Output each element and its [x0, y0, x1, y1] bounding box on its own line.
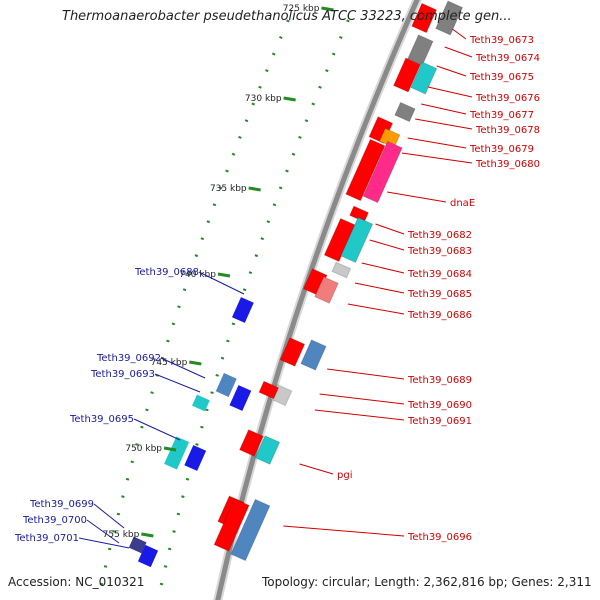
gene-block-right [410, 61, 438, 95]
gene-label-left: Teth39_0701 [14, 533, 79, 544]
gene-block-right [300, 339, 327, 371]
gene-block-left [192, 394, 210, 412]
label-leader [154, 373, 201, 393]
label-leader [361, 262, 405, 274]
gene-block-right [314, 276, 339, 304]
scale-tick [248, 186, 261, 192]
gene-label-left: Teth39_0692 [96, 353, 161, 364]
gene-label-right: Teth39_0673 [469, 35, 534, 46]
gene-block-left [229, 385, 252, 411]
gene-label-right: Teth39_0678 [475, 125, 540, 136]
gene-block-right [340, 216, 374, 264]
gene-label-left: Teth39_0688 [134, 267, 199, 278]
label-leader [299, 463, 334, 475]
label-leader [444, 46, 473, 58]
gene-label-left: Teth39_0699 [29, 499, 94, 510]
gene-label-right: Teth39_0691 [407, 416, 472, 427]
gene-block-right [411, 2, 438, 34]
gene-block-right [392, 57, 422, 93]
scale-tick-label: 740 kbp [179, 270, 216, 280]
label-leader [319, 393, 405, 405]
gene-label-right: Teth39_0682 [407, 230, 472, 241]
topology-label: Topology: circular; Length: 2,362,816 bp… [262, 575, 592, 589]
label-leader [427, 86, 473, 98]
gene-label-right: Teth39_0683 [407, 246, 472, 257]
scale-tick [283, 96, 296, 102]
scale-tick [189, 360, 202, 366]
gene-block-right [279, 337, 306, 367]
gene-label-right: Teth39_0674 [475, 53, 540, 64]
scale-tick [141, 532, 154, 538]
scale-tick-label: 725 kbp [283, 4, 320, 14]
gene-block-left [232, 297, 254, 323]
gene-block-right [238, 429, 264, 457]
gene-block-right [331, 261, 352, 279]
gene-block-left [164, 436, 190, 470]
gene-block-right [345, 138, 386, 202]
label-leader [86, 519, 120, 544]
scale-tick-label: 755 kbp [103, 530, 140, 540]
gene-block-left [184, 445, 207, 471]
scale-tick-label: 730 kbp [245, 94, 282, 104]
label-leader [436, 65, 467, 77]
gene-label-right: Teth39_0696 [407, 532, 472, 543]
gene-label-right: Teth39_0680 [475, 159, 540, 170]
gene-label-right: Teth39_0676 [475, 93, 540, 104]
label-leader [354, 282, 405, 294]
gene-block-right [362, 140, 403, 204]
map-title: Thermoanaerobacter pseudethanolicus ATCC… [62, 9, 512, 24]
gene-label-left: Teth39_0693 [90, 369, 155, 380]
label-leader [407, 137, 467, 149]
label-leader [347, 303, 405, 315]
label-leader [93, 503, 125, 529]
scale-tick-label: 750 kbp [125, 444, 162, 454]
gene-block-right [230, 498, 271, 562]
gene-label-right: dnaE [450, 198, 475, 209]
gene-block-left [137, 544, 159, 568]
gene-block-right [435, 0, 464, 36]
gene-label-right: Teth39_0684 [407, 269, 472, 280]
gene-label-right: Teth39_0689 [407, 375, 472, 386]
gene-block-right [407, 34, 434, 66]
label-leader [78, 537, 130, 549]
gene-label-left: Teth39_0700 [22, 515, 87, 526]
label-leader [327, 368, 405, 380]
gene-block-right [394, 101, 416, 123]
gene-block-left [215, 373, 237, 397]
scale-tick [163, 446, 177, 452]
scale-tick [321, 6, 334, 12]
gene-label-right: Teth39_0685 [407, 289, 472, 300]
gene-label-right: pgi [337, 470, 352, 481]
gene-label-right: Teth39_0677 [469, 110, 534, 121]
scale-tick [217, 272, 231, 278]
accession-label: Accession: NC_010321 [8, 575, 145, 589]
gene-label-left: Teth39_0695 [69, 414, 134, 425]
gene-block-left [128, 536, 147, 554]
label-leader [421, 103, 467, 115]
label-leader [198, 271, 245, 295]
gene-label-right: Teth39_0679 [469, 144, 534, 155]
gene-block-right [258, 380, 280, 400]
gene-block-right [254, 435, 281, 465]
label-leader [375, 223, 405, 235]
label-leader [415, 118, 473, 130]
scale-tick-label: 745 kbp [151, 358, 188, 368]
label-leader [133, 418, 181, 441]
label-leader [160, 357, 206, 379]
gene-block-right [349, 205, 370, 223]
gene-label-right: Teth39_0690 [407, 400, 472, 411]
label-leader [452, 28, 467, 40]
gene-block-right [213, 498, 250, 552]
label-leader [401, 152, 473, 164]
label-leader [387, 191, 447, 203]
label-leader [369, 239, 405, 251]
label-leader [314, 409, 405, 421]
gene-label-right: Teth39_0686 [407, 310, 472, 321]
label-leader [283, 525, 405, 537]
gene-label-right: Teth39_0675 [469, 72, 534, 83]
scale-tick-label: 735 kbp [210, 184, 247, 194]
